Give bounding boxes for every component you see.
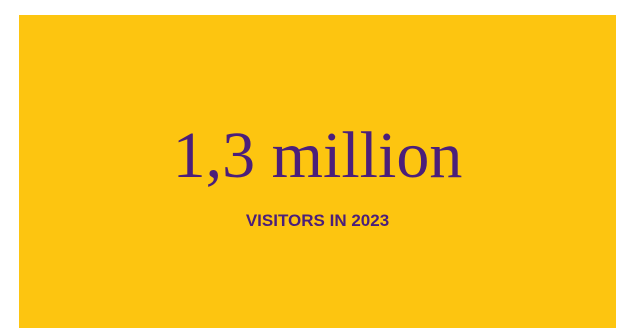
stat-card: 1,3 million VISITORS IN 2023 bbox=[19, 15, 616, 328]
stat-value: 1,3 million bbox=[172, 119, 463, 192]
stat-label: VISITORS IN 2023 bbox=[245, 211, 390, 230]
